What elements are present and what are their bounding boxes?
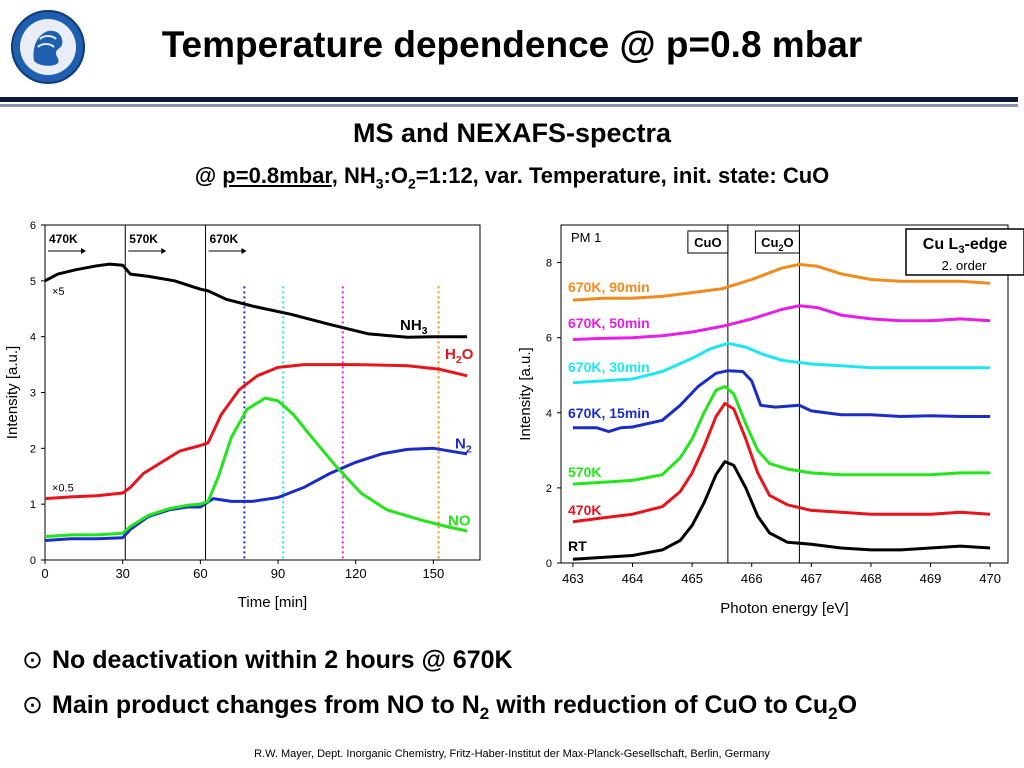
segment-arrow-head	[161, 248, 167, 254]
x-tick-label: 150	[423, 566, 445, 581]
x-tick-label: 466	[741, 571, 763, 586]
series-line	[572, 341, 991, 385]
series-line	[44, 363, 468, 501]
corner-text: PM 1	[571, 230, 601, 245]
series-label: 670K, 30min	[568, 359, 650, 375]
series-label: NH3	[400, 317, 428, 337]
x-tick-label: 60	[193, 566, 207, 581]
series-line	[572, 262, 991, 302]
series-label: 670K, 50min	[568, 315, 650, 331]
y-tick-label: 8	[546, 258, 552, 270]
plot-frame	[560, 224, 1009, 564]
y-tick-label: 6	[30, 220, 36, 232]
y-tick-label: 4	[30, 332, 36, 344]
series-line	[44, 396, 468, 539]
x-tick-label: 464	[622, 571, 644, 586]
bullet-text: No deactivation within 2 hours @ 670K	[52, 646, 513, 674]
segment-label: 670K	[210, 232, 239, 246]
bullet-mark-icon: ⊙	[22, 646, 43, 674]
x-tick-label: 467	[800, 571, 822, 586]
x-tick-label: 465	[681, 571, 703, 586]
y-tick-label: 0	[546, 558, 552, 570]
series-label: RT	[568, 538, 587, 554]
series-line	[572, 385, 991, 486]
scale-note: ×0.5	[52, 482, 74, 494]
edge-info-title: Cu L3-edge	[923, 236, 1008, 256]
conditions-sub: 2	[408, 175, 416, 192]
x-tick-label: 469	[920, 571, 942, 586]
series-line	[572, 460, 991, 561]
ms-time-chart: 0 30 60 90 120 150 0 1 2 3 4 5 6 470K 570K 670K ×5 ×0.5 NH…	[4, 220, 481, 611]
y-tick-label: 4	[546, 408, 552, 420]
y-tick-label: 2	[30, 443, 36, 455]
conditions-sub: 3	[375, 175, 384, 192]
x-tick-label: 90	[271, 566, 285, 581]
y-tick-label: 3	[30, 388, 36, 400]
conditions-ratio-mid: :O	[383, 163, 408, 188]
segment-arrow-head	[81, 248, 86, 254]
bullet-text: Main product changes from NO to N	[52, 691, 480, 719]
bullet-sub: 2	[479, 704, 490, 723]
series-label: N2	[455, 435, 472, 455]
x-tick-label: 470	[979, 571, 1001, 586]
edge-info-subtitle: 2. order	[942, 258, 987, 273]
x-tick-label: 463	[562, 571, 584, 586]
plot-frame	[44, 224, 481, 561]
institute-logo	[11, 10, 85, 84]
series-line	[44, 262, 468, 339]
series-line	[572, 369, 991, 434]
edge-info-box	[905, 228, 1024, 276]
segment-label: 470K	[49, 232, 78, 246]
x-axis-label: Photon energy [eV]	[720, 600, 848, 617]
conditions-ratio-pre: , NH	[331, 163, 376, 188]
series-line	[44, 446, 468, 542]
y-tick-label: 5	[30, 276, 36, 288]
conditions-line: @ p=0.8mbar, NH3:O2=1:12, var. Temperatu…	[0, 163, 1024, 191]
series-label: 670K, 90min	[568, 279, 650, 295]
y-axis-label: Intensity [a.u.]	[4, 346, 21, 439]
y-tick-label: 1	[30, 499, 36, 511]
conditions-ratio-post: =1:12, var. Temperature, init. state: Cu…	[415, 163, 830, 188]
reference-label-box	[687, 230, 729, 254]
series-label: 570K	[568, 464, 601, 480]
segment-label: 570K	[129, 232, 158, 246]
conditions-prefix: @	[194, 163, 223, 188]
header-rule	[0, 97, 1018, 102]
scale-note: ×5	[52, 286, 65, 298]
x-tick-label: 0	[41, 566, 48, 581]
y-axis-label: Intensity [a.u.]	[517, 347, 534, 440]
bullet-mark-icon: ⊙	[22, 691, 43, 719]
y-tick-label: 6	[546, 333, 552, 345]
series-line	[572, 401, 991, 524]
series-label: H2O	[445, 346, 474, 366]
series-label: NO	[448, 512, 471, 529]
x-tick-label: 30	[115, 566, 129, 581]
header-rule-shadow	[0, 104, 1018, 107]
footer-credit: R.W. Mayer, Dept. Inorganic Chemistry, F…	[254, 748, 770, 760]
section-subtitle: MS and NEXAFS-spectra	[352, 118, 672, 148]
series-label: 470K	[568, 502, 601, 518]
x-axis-label: Time [min]	[238, 594, 307, 611]
bullet-item: ⊙ Main product changes from NO to N2 with…	[22, 690, 857, 724]
segment-arrow-head	[241, 248, 247, 254]
bullet-text: with reduction of CuO to Cu	[489, 691, 829, 719]
series-line	[572, 304, 991, 341]
bullet-sub: 2	[828, 704, 838, 723]
x-tick-label: 468	[860, 571, 882, 586]
conditions-pressure: p=0.8mbar	[222, 163, 332, 188]
series-label: 670K, 15min	[568, 405, 650, 421]
reference-label: Cu2O	[761, 235, 794, 253]
reference-label: CuO	[694, 235, 721, 250]
x-tick-label: 120	[345, 566, 367, 581]
page-title: Temperature dependence @ p=0.8 mbar	[161, 24, 863, 65]
reference-label-box	[754, 230, 800, 254]
bullet-text: O	[837, 691, 858, 719]
bullet-item: ⊙ No deactivation within 2 hours @ 670K	[22, 645, 513, 675]
y-tick-label: 0	[30, 555, 36, 567]
y-tick-label: 2	[546, 483, 552, 495]
